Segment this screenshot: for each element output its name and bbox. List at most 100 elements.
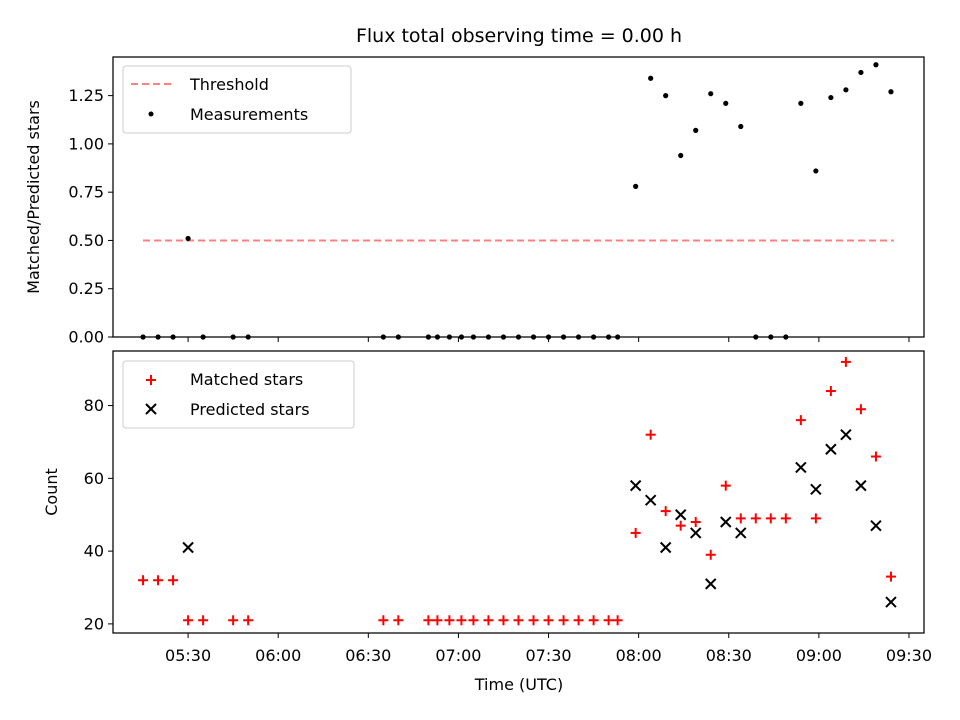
measurement-point	[485, 334, 492, 340]
measurement-point	[648, 75, 654, 81]
matched-stars-point	[630, 527, 641, 538]
predicted-stars-point	[705, 578, 717, 590]
predicted-stars-point	[644, 494, 657, 506]
y-tick-label: 1.25	[68, 86, 104, 105]
matched-stars-point	[588, 615, 599, 626]
predicted-stars-point	[810, 483, 822, 495]
x-tick-label: 06:30	[345, 646, 391, 665]
predicted-stars-point	[870, 519, 882, 532]
matched-stars-point	[558, 615, 569, 626]
y-tick-label: 0.25	[68, 279, 104, 298]
measurement-point	[888, 89, 894, 95]
legend-predicted-swatch	[145, 403, 157, 415]
measurement-point	[575, 334, 582, 340]
measurement-point	[200, 334, 206, 340]
matched-stars-point	[198, 615, 209, 626]
measurement-point	[813, 168, 819, 174]
bottom-y-axis: 20 40 60 80	[84, 396, 113, 633]
matched-stars-point	[483, 615, 494, 626]
matched-stars-point	[825, 386, 836, 397]
x-tick-label: 09:00	[796, 646, 842, 665]
top-series	[140, 62, 894, 340]
bottom-legend: Matched stars Predicted stars	[122, 360, 355, 429]
measurement-point	[425, 334, 431, 340]
measurement-point	[858, 69, 864, 76]
matched-stars-point	[444, 615, 455, 626]
measurement-point	[798, 100, 804, 106]
measurement-point	[560, 334, 567, 340]
y-tick-label: 0.50	[68, 231, 104, 250]
legend-predicted-label: Predicted stars	[190, 400, 310, 419]
predicted-stars-point	[885, 596, 897, 608]
legend-measurements-swatch	[148, 111, 154, 117]
measurement-point	[230, 334, 236, 340]
matched-stars-point	[855, 404, 866, 415]
measurement-point	[434, 334, 440, 340]
y-tick-label: 0.75	[68, 183, 104, 202]
measurement-point	[783, 334, 789, 340]
predicted-stars-point	[659, 541, 672, 554]
matched-stars-point	[378, 615, 389, 626]
matched-stars-point	[456, 615, 467, 626]
measurement-point	[458, 334, 465, 340]
top-legend: Threshold Measurements	[122, 65, 352, 134]
measurement-point	[723, 100, 729, 106]
measurement-point	[663, 93, 669, 99]
matched-stars-point	[675, 520, 686, 531]
bottom-legend-box	[122, 360, 355, 429]
measurement-point	[446, 334, 453, 340]
matched-stars-point	[243, 615, 254, 626]
bottom-x-axis: 05:30 06:00 06:30 07:00 07:30 08:00 08:30 09:00…	[165, 633, 932, 665]
predicted-stars-point	[674, 509, 687, 521]
matched-stars-point	[810, 513, 821, 524]
x-tick-label: 08:30	[706, 646, 752, 665]
measurement-point	[155, 334, 161, 340]
measurement-point	[530, 334, 537, 340]
measurement-point	[606, 334, 612, 340]
measurement-point	[633, 183, 639, 189]
matched-stars-point	[840, 356, 851, 367]
matched-stars-point	[795, 415, 806, 426]
matched-stars-point	[543, 615, 554, 626]
matched-stars-point	[498, 615, 509, 626]
y-tick-label: 1.00	[68, 134, 104, 153]
matched-stars-point	[690, 517, 701, 528]
matched-stars-point	[513, 615, 524, 626]
matched-stars-point	[870, 451, 881, 462]
measurement-point	[245, 334, 251, 340]
x-tick-label: 09:30	[886, 646, 932, 665]
measurement-point	[708, 91, 714, 97]
top-y-axis-label: Matched/Predicted stars	[24, 100, 43, 294]
matched-stars-point	[168, 575, 179, 586]
matched-stars-point	[468, 615, 479, 626]
measurement-point	[470, 334, 477, 340]
matched-stars-point	[528, 615, 539, 626]
measurement-point	[693, 127, 699, 133]
predicted-stars-point	[690, 527, 702, 539]
measurement-point	[395, 334, 401, 340]
matched-stars-point	[750, 513, 761, 524]
matched-stars-point	[423, 615, 434, 626]
bottom-series	[138, 356, 897, 626]
x-tick-label: 05:30	[165, 646, 211, 665]
measurement-point	[753, 334, 759, 340]
matched-stars-point	[573, 615, 584, 626]
matched-stars-point	[603, 615, 614, 626]
top-legend-box	[122, 65, 352, 134]
matched-stars-point	[780, 513, 791, 524]
y-tick-label: 20	[84, 614, 104, 633]
measurement-point	[590, 334, 597, 340]
x-tick-label: 08:00	[616, 646, 662, 665]
legend-matched-label: Matched stars	[190, 370, 303, 389]
matched-stars-point	[660, 506, 671, 517]
y-tick-label: 0.00	[68, 328, 104, 347]
matched-stars-point	[393, 615, 404, 626]
legend-measurements-label: Measurements	[190, 105, 308, 124]
predicted-stars-point	[825, 443, 837, 455]
measurement-point	[615, 334, 621, 340]
measurement-point	[678, 152, 684, 159]
measurement-point	[545, 334, 552, 340]
matched-stars-point	[153, 575, 164, 586]
x-tick-label: 06:00	[255, 646, 301, 665]
